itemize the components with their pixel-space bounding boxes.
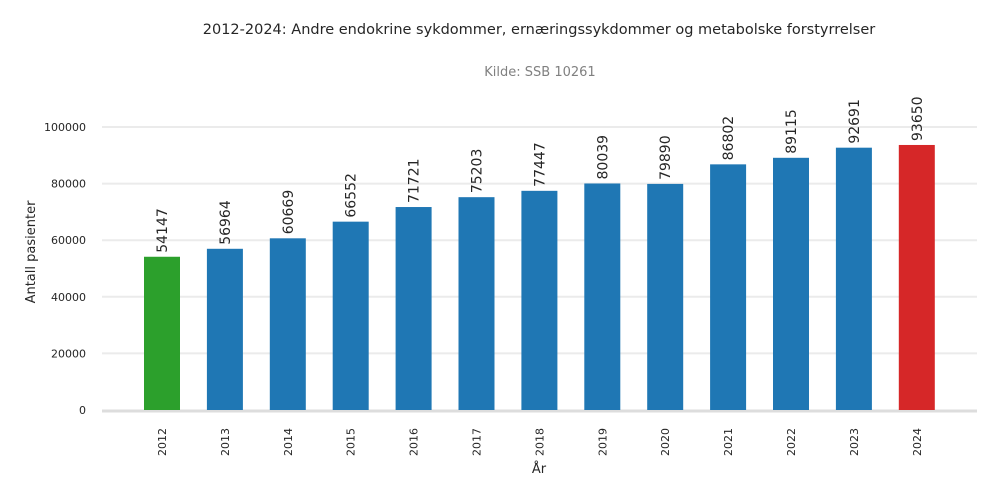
data-label-2022: 89115	[784, 109, 800, 154]
bar-2016	[395, 207, 432, 410]
x-tick-label: 2016	[408, 428, 421, 456]
x-tick-label: 2018	[533, 428, 546, 456]
y-tick-label: 60000	[51, 234, 86, 247]
data-label-2019: 80039	[595, 135, 611, 180]
bar-2022	[773, 157, 809, 410]
y-tick-label: 0	[79, 404, 86, 417]
bar-2013	[206, 248, 243, 410]
x-tick-label: 2015	[345, 428, 358, 456]
data-label-2014: 60669	[281, 190, 297, 235]
y-tick-label: 40000	[51, 291, 86, 304]
data-label-2017: 75203	[470, 149, 486, 194]
x-tick-label: 2023	[848, 428, 861, 456]
bar-2017	[458, 197, 495, 410]
bar-2018	[521, 190, 558, 410]
bar-2024	[898, 144, 935, 410]
data-label-2013: 56964	[218, 200, 234, 245]
bar-2015	[332, 221, 369, 410]
chart-title: 2012-2024: Andre endokrine sykdommer, er…	[202, 22, 876, 38]
x-tick-label: 2020	[659, 428, 672, 456]
bar-2012	[144, 256, 180, 410]
bar-2014	[269, 238, 306, 410]
data-label-2021: 86802	[721, 116, 737, 161]
data-label-2020: 79890	[658, 135, 674, 180]
bar-2020	[647, 183, 684, 410]
bar-2021	[710, 164, 747, 410]
x-axis-label: År	[532, 461, 547, 477]
data-label-2024: 93650	[910, 96, 926, 141]
chart-subtitle: Kilde: SSB 10261	[484, 65, 596, 80]
y-tick-label: 100000	[44, 121, 86, 134]
x-tick-label: 2013	[219, 428, 232, 456]
data-label-2016: 71721	[407, 158, 423, 203]
x-tick-label: 2017	[471, 428, 484, 456]
x-tick-label: 2012	[156, 428, 169, 456]
data-label-2023: 92691	[847, 99, 863, 144]
data-label-2015: 66552	[344, 173, 360, 218]
y-axis-label: Antall pasienter	[24, 200, 39, 303]
x-tick-label: 2019	[596, 428, 609, 456]
bar-2019	[584, 183, 621, 410]
y-tick-label: 80000	[51, 178, 86, 191]
x-tick-label: 2014	[282, 428, 295, 456]
x-tick-label: 2021	[722, 428, 735, 456]
data-label-2018: 77447	[532, 142, 548, 187]
x-tick-label: 2022	[785, 428, 798, 456]
data-label-2012: 54147	[155, 208, 171, 253]
y-tick-label: 20000	[51, 347, 86, 360]
x-tick-label: 2024	[911, 428, 924, 456]
bar-2023	[835, 147, 872, 411]
